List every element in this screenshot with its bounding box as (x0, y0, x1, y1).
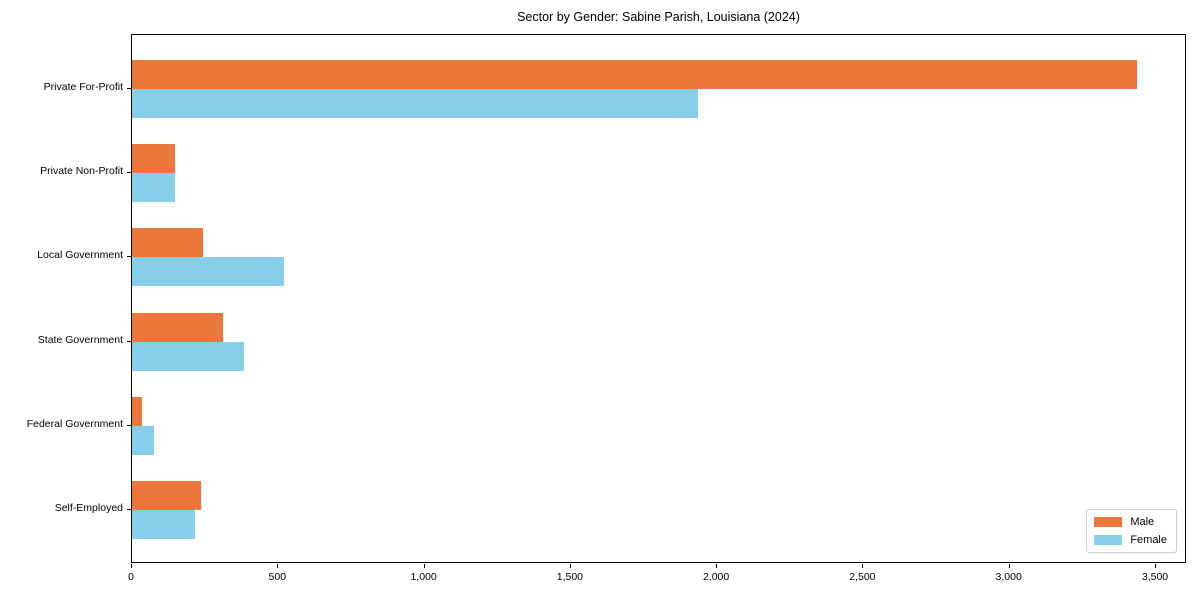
ytick-label-local-government: Local Government (37, 249, 123, 262)
xtick-mark-2000 (716, 564, 718, 568)
xtick-mark-500 (277, 564, 279, 568)
bar-female-state-government (132, 341, 245, 371)
legend: Male Female (1086, 509, 1177, 553)
ytick-mark-state-government (127, 340, 131, 342)
bar-male-local-government (132, 228, 204, 258)
plot-area: Male Female (131, 34, 1186, 563)
bar-male-self-employed (132, 481, 201, 510)
bar-male-federal-government (132, 396, 142, 426)
xtick-label-1000: 1,000 (410, 571, 437, 583)
xtick-label-1500: 1,500 (556, 571, 584, 583)
xtick-label-3000: 3,000 (995, 571, 1022, 583)
legend-label-female: Female (1130, 534, 1167, 546)
xtick-mark-0 (131, 564, 132, 568)
bar-male-private-non-profit (132, 144, 175, 174)
xtick-label-2000: 2,000 (702, 571, 730, 583)
xtick-mark-1500 (569, 564, 571, 568)
xtick-label-2500: 2,500 (849, 571, 876, 583)
ytick-mark-local-government (127, 256, 131, 258)
legend-item-male: Male (1094, 516, 1167, 528)
bar-female-private-non-profit (132, 173, 175, 203)
ytick-label-self-employed: Self-Employed (54, 502, 123, 514)
bar-female-federal-government (132, 425, 154, 455)
bar-female-self-employed (132, 510, 196, 539)
xtick-label-3500: 3,500 (1141, 571, 1169, 583)
ytick-mark-federal-government (127, 424, 131, 426)
bar-female-local-government (132, 257, 285, 287)
legend-label-male: Male (1130, 516, 1155, 528)
legend-swatch-female (1094, 535, 1123, 545)
ytick-label-state-government: State Government (37, 333, 123, 346)
ytick-label-federal-government: Federal Government (26, 417, 123, 430)
xtick-mark-3500 (1155, 564, 1156, 568)
ytick-mark-private-for-profit (127, 88, 131, 89)
bar-male-state-government (132, 312, 223, 342)
ytick-mark-self-employed (127, 509, 131, 510)
legend-swatch-male (1094, 517, 1123, 527)
bar-male-private-for-profit (132, 60, 1137, 89)
xtick-mark-3000 (1008, 564, 1010, 568)
ytick-label-private-non-profit: Private Non-Profit (40, 165, 123, 178)
chart-title: Sector by Gender: Sabine Parish, Louisia… (517, 10, 800, 24)
ytick-label-private-for-profit: Private For-Profit (43, 81, 123, 93)
legend-item-female: Female (1094, 534, 1167, 546)
ytick-mark-private-non-profit (127, 172, 131, 174)
xtick-mark-2500 (862, 564, 864, 568)
xtick-mark-1000 (423, 564, 425, 568)
bar-female-private-for-profit (132, 89, 698, 118)
xtick-label-0: 0 (128, 571, 134, 583)
xtick-label-500: 500 (268, 571, 287, 583)
